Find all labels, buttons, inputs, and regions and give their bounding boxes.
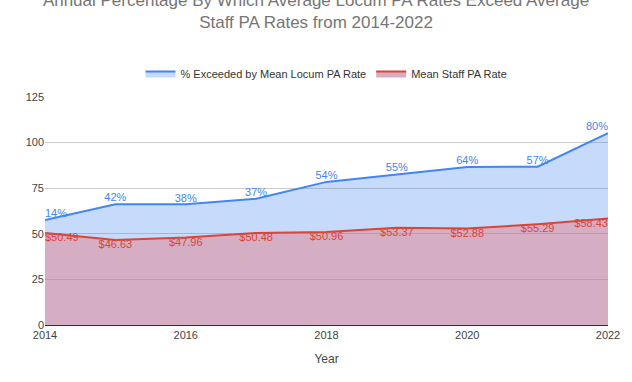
svg-text:$50.49: $50.49 — [45, 231, 79, 243]
svg-text:$46.63: $46.63 — [99, 238, 133, 250]
svg-text:80%: 80% — [586, 120, 608, 132]
svg-text:125: 125 — [26, 91, 44, 103]
svg-text:14%: 14% — [45, 207, 67, 219]
svg-text:$50.48: $50.48 — [239, 231, 273, 243]
svg-text:$58.43: $58.43 — [574, 217, 608, 229]
svg-text:54%: 54% — [315, 169, 337, 181]
svg-text:64%: 64% — [456, 154, 478, 166]
svg-text:$52.88: $52.88 — [450, 227, 484, 239]
svg-text:2018: 2018 — [314, 329, 338, 341]
svg-text:57%: 57% — [527, 154, 549, 166]
svg-text:2022: 2022 — [596, 329, 620, 341]
svg-text:37%: 37% — [245, 186, 267, 198]
svg-text:50: 50 — [32, 228, 44, 240]
svg-text:0: 0 — [38, 319, 44, 331]
svg-text:$53.37: $53.37 — [380, 226, 414, 238]
svg-text:42%: 42% — [104, 191, 126, 203]
svg-text:2014: 2014 — [33, 329, 57, 341]
svg-text:2016: 2016 — [174, 329, 198, 341]
svg-text:25: 25 — [32, 273, 44, 285]
svg-text:100: 100 — [26, 136, 44, 148]
svg-text:Year: Year — [314, 352, 338, 366]
svg-text:55%: 55% — [386, 161, 408, 173]
svg-text:38%: 38% — [175, 192, 197, 204]
svg-text:2020: 2020 — [455, 329, 479, 341]
svg-text:Mean Staff PA Rate: Mean Staff PA Rate — [411, 68, 507, 80]
svg-text:% Exceeded by Mean Locum PA Ra: % Exceeded by Mean Locum PA Rate — [181, 68, 367, 80]
svg-text:$55.29: $55.29 — [521, 222, 555, 234]
svg-text:75: 75 — [32, 182, 44, 194]
svg-text:Annual Percentage By Which Ave: Annual Percentage By Which Average Locum… — [43, 0, 589, 32]
svg-text:$47.96: $47.96 — [169, 236, 203, 248]
svg-text:$50.96: $50.96 — [310, 230, 344, 242]
